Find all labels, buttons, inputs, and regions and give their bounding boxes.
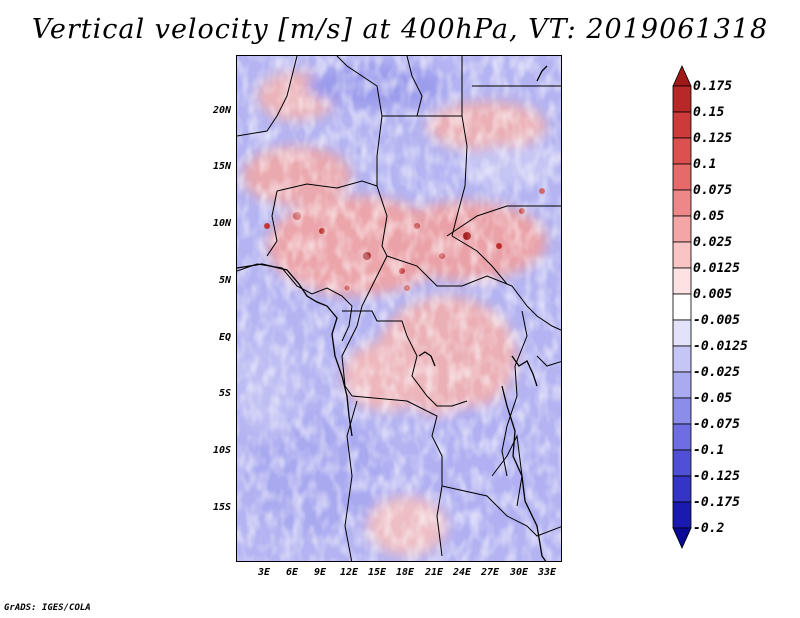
- colorbar-label-0-025: 0.025: [693, 235, 733, 250]
- colorbar-segment: [672, 215, 692, 243]
- colorbar-label-neg-0-005: -0.005: [693, 313, 740, 328]
- colorbar-label-0-075: 0.075: [693, 183, 733, 198]
- colorbar-segment: [672, 501, 692, 529]
- lon-label-6e: 6E: [285, 567, 299, 578]
- colorbar-segment: [672, 163, 692, 191]
- lat-label-5n: 5N: [218, 275, 231, 286]
- lon-label-18e: 18E: [395, 567, 415, 578]
- lon-label-30e: 30E: [509, 567, 529, 578]
- colorbar-segment: [672, 293, 692, 321]
- colorbar-label-0-15: 0.15: [693, 105, 725, 120]
- lat-label-10s: 10S: [212, 445, 231, 456]
- colorbar-label-neg-0-025: -0.025: [693, 365, 740, 380]
- lon-label-24e: 24E: [452, 567, 472, 578]
- colorbar-label-0-05: 0.05: [693, 209, 725, 224]
- colorbar: [672, 65, 692, 549]
- lat-label-20n: 20N: [212, 105, 231, 116]
- colorbar-segment: [672, 449, 692, 477]
- colorbar-segment: [672, 241, 692, 269]
- velocity-field: [237, 56, 561, 561]
- colorbar-label-neg-0-075: -0.075: [693, 417, 740, 432]
- lon-label-9e: 9E: [313, 567, 327, 578]
- colorbar-label-neg-0-0125: -0.0125: [693, 339, 748, 354]
- lat-label-eq: EQ: [218, 332, 231, 343]
- lon-label-15e: 15E: [367, 567, 387, 578]
- colorbar-label-neg-0-1: -0.1: [693, 443, 725, 458]
- colorbar-segment: [672, 345, 692, 373]
- colorbar-label-neg-0-05: -0.05: [693, 391, 733, 406]
- lat-label-15n: 15N: [212, 161, 231, 172]
- coastlines: [237, 65, 548, 561]
- colorbar-segment: [672, 85, 692, 113]
- lat-label-5s: 5S: [218, 388, 231, 399]
- colorbar-segment: [672, 137, 692, 165]
- lat-label-15s: 15S: [212, 502, 231, 513]
- lon-label-3e: 3E: [257, 567, 271, 578]
- colorbar-label-0-175: 0.175: [693, 79, 733, 94]
- colorbar-label-0-005: 0.005: [693, 287, 733, 302]
- colorbar-label-neg-0-2: -0.2: [693, 521, 725, 536]
- colorbar-label-0-125: 0.125: [693, 131, 733, 146]
- colorbar-segment: [672, 319, 692, 347]
- lat-label-10n: 10N: [212, 218, 231, 229]
- colorbar-segment: [672, 267, 692, 295]
- colorbar-segment: [672, 111, 692, 139]
- vertical-velocity-map: [236, 55, 562, 562]
- colorbar-segment: [672, 189, 692, 217]
- lon-label-12e: 12E: [339, 567, 359, 578]
- colorbar-segment: [672, 371, 692, 399]
- colorbar-label-neg-0-175: -0.175: [693, 495, 740, 510]
- colorbar-segment: [672, 397, 692, 425]
- colorbar-bottom-triangle: [672, 527, 692, 549]
- colorbar-segment: [672, 475, 692, 503]
- lon-label-21e: 21E: [424, 567, 444, 578]
- colorbar-segment: [672, 423, 692, 451]
- lon-label-27e: 27E: [480, 567, 500, 578]
- grads-credit: GrADS: IGES/COLA: [4, 603, 91, 613]
- colorbar-label-neg-0-125: -0.125: [693, 469, 740, 484]
- colorbar-top-triangle: [672, 65, 692, 87]
- map-title: Vertical velocity [m/s] at 400hPa, VT: 2…: [31, 14, 769, 45]
- colorbar-label-0-1: 0.1: [693, 157, 717, 172]
- colorbar-label-0-0125: 0.0125: [693, 261, 740, 276]
- lon-label-33e: 33E: [537, 567, 557, 578]
